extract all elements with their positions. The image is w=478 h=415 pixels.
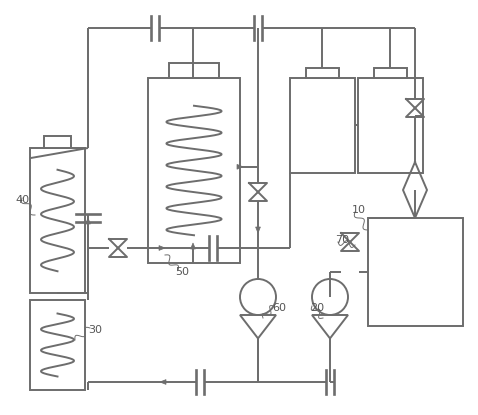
Text: 10: 10: [352, 205, 366, 215]
Text: 60: 60: [272, 303, 286, 313]
Bar: [30, 300, 85, 390]
Polygon shape: [256, 227, 261, 233]
Text: 30: 30: [88, 325, 102, 335]
Bar: [44, 137, 71, 148]
Polygon shape: [237, 164, 243, 169]
Bar: [368, 218, 463, 326]
Bar: [30, 148, 85, 293]
Text: 50: 50: [175, 267, 189, 277]
Text: 20: 20: [310, 303, 324, 313]
Bar: [169, 63, 219, 78]
Text: 40: 40: [15, 195, 29, 205]
Text: 70: 70: [335, 235, 349, 245]
Bar: [148, 78, 240, 263]
Polygon shape: [159, 246, 165, 250]
Bar: [306, 68, 339, 78]
Polygon shape: [191, 243, 196, 249]
Bar: [358, 78, 423, 173]
Bar: [374, 68, 407, 78]
Polygon shape: [86, 218, 90, 224]
Polygon shape: [160, 380, 166, 384]
Bar: [290, 78, 355, 173]
